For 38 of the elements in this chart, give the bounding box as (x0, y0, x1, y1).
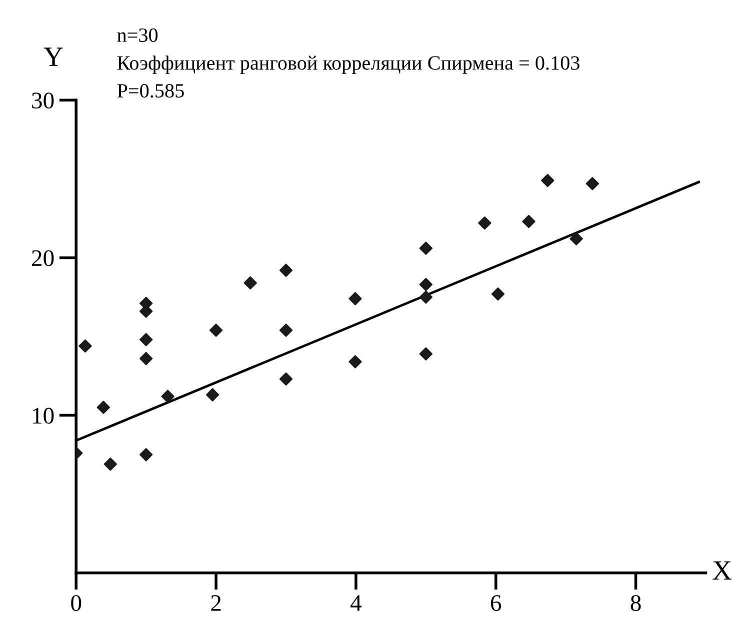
point (478, 216, 492, 230)
y-tick-label: 30 (32, 92, 54, 109)
x-tick-label: 4 (350, 595, 362, 611)
point (522, 214, 536, 228)
point (139, 448, 153, 462)
y-tick-label: 20 (32, 250, 54, 266)
text: Коэффициент ранговой корреляции Спирмена = 0.103 (117, 56, 580, 74)
text: P=0.585 (117, 84, 184, 98)
x-tick-label: 2 (211, 595, 221, 611)
y-tick-label: 10 (33, 408, 54, 424)
point (161, 390, 174, 403)
y-axis-title: Y (44, 48, 63, 66)
point (586, 177, 599, 190)
point (78, 339, 92, 353)
point (570, 232, 583, 246)
point (96, 400, 110, 414)
point (419, 290, 432, 304)
text: n=30 (117, 28, 158, 42)
point (209, 324, 223, 337)
point (139, 352, 153, 366)
point (348, 355, 362, 368)
point (419, 242, 432, 255)
point (348, 292, 362, 306)
point (139, 333, 153, 346)
point (244, 276, 257, 290)
point (419, 278, 432, 292)
point (206, 388, 220, 402)
point (279, 372, 293, 386)
x-tick-label: 6 (490, 595, 502, 612)
x-axis-title: X (712, 561, 732, 580)
point (541, 174, 554, 188)
point (279, 264, 293, 277)
point (279, 324, 293, 337)
x-tick-label: 8 (630, 595, 641, 612)
point (491, 287, 505, 301)
point (419, 347, 432, 360)
point (104, 458, 117, 471)
x-tick-label: 0 (71, 595, 82, 612)
